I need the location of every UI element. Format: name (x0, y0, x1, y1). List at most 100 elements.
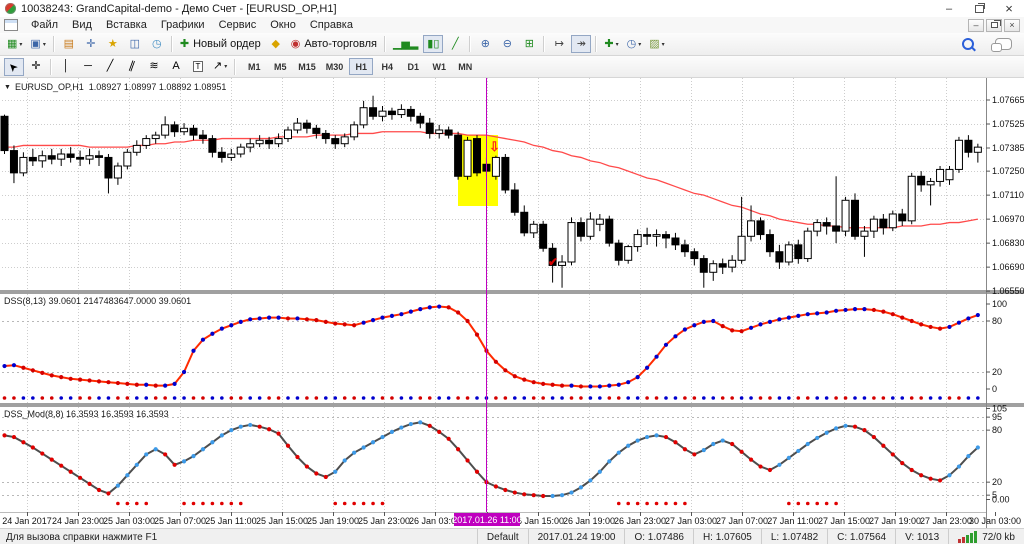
menu-item-0[interactable]: Файл (31, 19, 59, 31)
strategy-tester-button[interactable]: ◷ (147, 35, 167, 53)
toolbar-separator (52, 36, 55, 52)
timeframe-m15-button[interactable]: M15 (294, 58, 320, 75)
periods-icon: ◷ (626, 37, 637, 50)
metaeditor-button[interactable]: ◆ (266, 35, 286, 53)
status-template: Default (476, 529, 528, 544)
timeframe-d1-button[interactable]: D1 (401, 58, 425, 75)
price-axis-label: 1.07385 (992, 143, 1024, 153)
profiles-icon: ▣ (30, 37, 41, 50)
price-axis-label: 1.06830 (992, 238, 1024, 248)
dss-axis-label: 100 (992, 299, 1007, 309)
navigator-button[interactable]: ★ (103, 35, 123, 53)
mdi-close-button[interactable]: × (1004, 18, 1020, 32)
cursor-button[interactable]: ➤ (4, 57, 24, 76)
indicators-button[interactable]: ✚ ▾ (601, 35, 621, 53)
close-button[interactable]: × (994, 0, 1024, 17)
menu-item-6[interactable]: Справка (309, 19, 353, 31)
timeframe-m5-button[interactable]: M5 (268, 58, 292, 75)
timeframe-h4-button[interactable]: H4 (375, 58, 399, 75)
vertical-line-button[interactable]: │ (56, 58, 76, 76)
price-axis-label: 1.07525 (992, 119, 1024, 129)
symbol-ohlc-label: ▼ EURUSD_OP,H1 1.08927 1.08997 1.08892 1… (4, 82, 226, 92)
zoom-out-icon: ⊖ (502, 37, 512, 50)
search-icon (962, 38, 974, 50)
market-watch-button[interactable]: ▤ (59, 35, 79, 53)
toolbar-separator (170, 36, 173, 52)
chart-shift-icon: ↠ (576, 37, 586, 50)
timeframe-h1-button[interactable]: H1 (349, 58, 374, 75)
periods-button[interactable]: ◷ ▾ (624, 35, 645, 53)
equidistant-channel-button[interactable]: ∥ (122, 58, 142, 76)
chart-document-icon (4, 19, 18, 31)
menu-item-2[interactable]: Вставка (105, 19, 147, 31)
toolbar-separator (543, 36, 546, 52)
timeframe-mn-button[interactable]: MN (453, 58, 477, 75)
dssmod-axis-label: 20 (992, 477, 1002, 487)
candlestick-chart-button[interactable]: ▮▯ (423, 35, 444, 53)
autotrading-button[interactable]: ◉ Авто-торговля (288, 35, 380, 53)
dropdown-caret-icon: ▾ (638, 41, 642, 48)
minimize-button[interactable]: – (934, 0, 964, 17)
profiles-button[interactable]: ▣ ▾ (27, 35, 48, 53)
menu-item-3[interactable]: Графики (160, 19, 205, 31)
price-axis-label: 1.07665 (992, 95, 1024, 105)
text-button[interactable]: A (166, 58, 186, 76)
bar-chart-icon: ▁▅▂ (392, 37, 419, 50)
line-chart-button[interactable]: ╱ (445, 35, 465, 53)
dssmod-axis-label: 5 (992, 490, 997, 500)
new-chart-button[interactable]: ▦ ▾ (4, 35, 25, 53)
text-label-button[interactable]: T (188, 58, 208, 76)
templates-button[interactable]: ▨ ▾ (646, 35, 667, 53)
line-studies-toolbar: ➤ ✛ │ ─ ╱ ∥ ≋ A T ↗ ▾ M1 M5 M15 M30 H1 H4 D1 W1 MN (0, 56, 1024, 78)
horizontal-line-button[interactable]: ─ (78, 58, 98, 76)
fibonacci-icon: ≋ (149, 60, 159, 72)
timeframe-m1-button[interactable]: M1 (242, 58, 266, 75)
auto-scroll-icon: ↦ (554, 37, 564, 50)
status-bar: Для вызова справки нажмите F1 Default 201… (0, 528, 1024, 544)
time-axis-label: 27 Jan 03:00 (665, 516, 717, 526)
dss-axis-label: 20 (992, 367, 1002, 377)
zoom-out-button[interactable]: ⊖ (497, 35, 517, 53)
tile-windows-button[interactable]: ⊞ (519, 35, 539, 53)
bar-chart-button[interactable]: ▁▅▂ (390, 35, 421, 53)
data-window-button[interactable]: ✛ (81, 35, 101, 53)
arrows-button[interactable]: ↗ ▾ (210, 58, 230, 76)
time-axis-label: 27 Jan 15:00 (818, 516, 870, 526)
trendline-button[interactable]: ╱ (100, 58, 120, 76)
new-order-button[interactable]: ✚ Новый ордер (177, 35, 264, 53)
symbol-dropdown-icon[interactable]: ▼ (4, 83, 11, 91)
dssmod-axis-label: 95 (992, 412, 1002, 422)
time-axis-label: 25 Jan 23:00 (358, 516, 410, 526)
toolbar-separator (50, 58, 52, 75)
auto-scroll-button[interactable]: ↦ (549, 35, 569, 53)
status-help-text: Для вызова справки нажмите F1 (6, 531, 158, 543)
price-chart-canvas[interactable]: ⇩ ✔ 1.07665 1.07525 1.07385 1.07250 1.07110 1.0… (0, 78, 1024, 528)
dss-axis-label: 0 (992, 384, 997, 394)
text-icon: A (172, 60, 180, 72)
menu-item-4[interactable]: Сервис (218, 19, 257, 31)
chat-button[interactable] (991, 35, 1015, 53)
crosshair-button[interactable]: ✛ (26, 58, 46, 76)
chart-window[interactable]: ⇩ ✔ 1.07665 1.07525 1.07385 1.07250 1.07110 1.0… (0, 78, 1024, 528)
chat-icon (991, 38, 1012, 52)
chart-shift-button[interactable]: ↠ (571, 35, 592, 53)
menu-item-5[interactable]: Окно (270, 19, 296, 31)
time-axis-label: 24 Jan 23:00 (52, 516, 104, 526)
time-axis-label: 25 Jan 07:00 (154, 516, 206, 526)
toolbar-separator (469, 36, 472, 52)
price-axis-label: 1.06690 (992, 262, 1024, 272)
zoom-in-button[interactable]: ⊕ (475, 35, 495, 53)
search-button[interactable] (958, 35, 978, 53)
timeframe-m30-button[interactable]: M30 (322, 58, 348, 75)
dropdown-caret-icon: ▾ (224, 64, 228, 70)
time-axis-label: 26 Jan 23:00 (614, 516, 666, 526)
mdi-minimize-button[interactable]: – (968, 18, 984, 32)
timeframe-w1-button[interactable]: W1 (427, 58, 451, 75)
menu-item-1[interactable]: Вид (72, 19, 92, 31)
terminal-button[interactable]: ◫ (125, 35, 145, 53)
fibonacci-button[interactable]: ≋ (144, 58, 164, 76)
mdi-restore-button[interactable] (986, 18, 1002, 32)
restore-button[interactable] (964, 0, 994, 17)
status-bar-time: 2017.01.24 19:00 (527, 529, 625, 544)
tile-windows-icon: ⊞ (524, 37, 534, 50)
